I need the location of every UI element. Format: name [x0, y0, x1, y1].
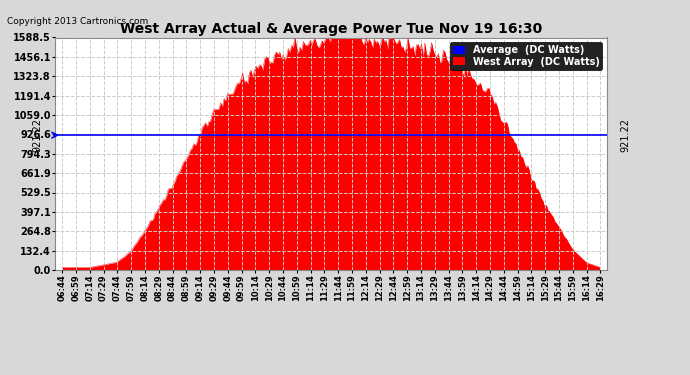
Title: West Array Actual & Average Power Tue Nov 19 16:30: West Array Actual & Average Power Tue No… [120, 22, 542, 36]
Legend: Average  (DC Watts), West Array  (DC Watts): Average (DC Watts), West Array (DC Watts… [450, 42, 602, 70]
Text: 921.22: 921.22 [620, 118, 630, 152]
Text: Copyright 2013 Cartronics.com: Copyright 2013 Cartronics.com [7, 17, 148, 26]
Text: 921.22: 921.22 [32, 118, 42, 152]
